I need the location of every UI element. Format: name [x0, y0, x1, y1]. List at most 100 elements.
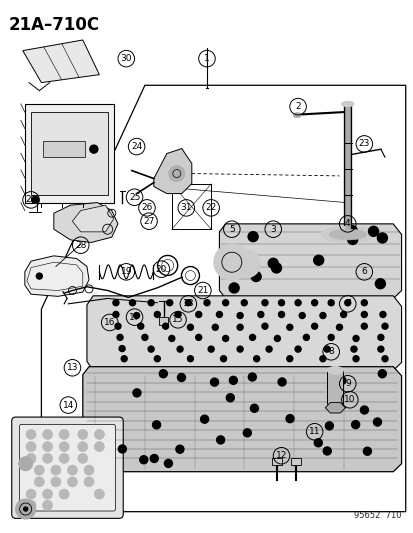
- Circle shape: [268, 259, 278, 268]
- Circle shape: [381, 356, 387, 362]
- Circle shape: [154, 356, 160, 362]
- Circle shape: [237, 312, 242, 319]
- Circle shape: [26, 454, 36, 463]
- Circle shape: [251, 271, 261, 281]
- Circle shape: [148, 346, 154, 352]
- Text: 26: 26: [141, 204, 152, 212]
- Polygon shape: [25, 256, 89, 296]
- Text: 16: 16: [104, 318, 115, 327]
- Circle shape: [43, 500, 52, 510]
- Circle shape: [84, 465, 94, 475]
- Circle shape: [138, 323, 143, 329]
- Text: 22: 22: [205, 204, 216, 212]
- Circle shape: [78, 442, 88, 451]
- Circle shape: [286, 324, 292, 330]
- Circle shape: [241, 300, 247, 306]
- Circle shape: [78, 454, 88, 463]
- Circle shape: [119, 345, 125, 352]
- Circle shape: [360, 406, 368, 414]
- Circle shape: [177, 346, 183, 352]
- FancyBboxPatch shape: [12, 417, 123, 519]
- Circle shape: [117, 334, 123, 341]
- Circle shape: [169, 335, 174, 342]
- Circle shape: [118, 445, 126, 453]
- Circle shape: [154, 311, 160, 318]
- Circle shape: [32, 196, 38, 204]
- Circle shape: [208, 346, 214, 352]
- Circle shape: [375, 279, 385, 289]
- Circle shape: [16, 499, 36, 519]
- Text: 11: 11: [308, 427, 320, 436]
- Circle shape: [185, 300, 191, 306]
- Circle shape: [162, 323, 168, 329]
- Ellipse shape: [328, 229, 366, 240]
- Circle shape: [294, 300, 300, 306]
- Circle shape: [43, 442, 52, 451]
- Text: 3: 3: [270, 225, 275, 233]
- Circle shape: [148, 300, 154, 306]
- Circle shape: [222, 335, 228, 342]
- Text: 21: 21: [197, 286, 208, 295]
- Circle shape: [352, 335, 358, 342]
- Circle shape: [164, 459, 172, 467]
- Circle shape: [133, 389, 140, 397]
- Polygon shape: [83, 367, 401, 472]
- Circle shape: [261, 300, 267, 306]
- Text: 31: 31: [180, 204, 192, 212]
- Text: 23: 23: [358, 140, 369, 148]
- Circle shape: [212, 324, 218, 330]
- Circle shape: [84, 477, 94, 487]
- Circle shape: [311, 300, 317, 306]
- Circle shape: [59, 454, 69, 463]
- Text: 19: 19: [120, 268, 132, 276]
- Circle shape: [286, 356, 292, 362]
- Circle shape: [94, 442, 104, 451]
- Circle shape: [195, 311, 201, 318]
- Circle shape: [26, 442, 36, 451]
- Circle shape: [352, 356, 358, 362]
- Circle shape: [278, 300, 284, 306]
- Text: 18: 18: [182, 300, 194, 308]
- Text: 8: 8: [328, 348, 333, 356]
- Text: 29: 29: [25, 196, 37, 204]
- Circle shape: [169, 166, 184, 182]
- Circle shape: [177, 374, 185, 382]
- Polygon shape: [219, 224, 401, 298]
- Circle shape: [142, 334, 147, 341]
- Circle shape: [271, 263, 281, 273]
- Text: 95652  710: 95652 710: [353, 511, 401, 520]
- Bar: [272, 458, 282, 465]
- Circle shape: [285, 415, 293, 423]
- Circle shape: [19, 457, 33, 471]
- Circle shape: [253, 356, 259, 362]
- Text: 4: 4: [344, 220, 350, 228]
- Circle shape: [133, 312, 139, 319]
- Ellipse shape: [292, 112, 301, 118]
- Circle shape: [195, 334, 201, 341]
- Polygon shape: [72, 205, 114, 232]
- Circle shape: [94, 430, 104, 439]
- Circle shape: [257, 311, 263, 318]
- Circle shape: [140, 456, 147, 464]
- Circle shape: [176, 445, 183, 453]
- Bar: [31, 112, 107, 195]
- Circle shape: [379, 311, 385, 318]
- Circle shape: [249, 334, 255, 341]
- Circle shape: [237, 324, 242, 330]
- Circle shape: [216, 311, 222, 318]
- Circle shape: [261, 323, 267, 329]
- Circle shape: [36, 273, 42, 279]
- Circle shape: [34, 465, 44, 475]
- Circle shape: [377, 334, 383, 341]
- Circle shape: [344, 300, 350, 306]
- Circle shape: [67, 465, 77, 475]
- Circle shape: [115, 323, 121, 329]
- Circle shape: [220, 356, 226, 362]
- Bar: [327, 370, 342, 405]
- Circle shape: [59, 430, 69, 439]
- Circle shape: [43, 454, 52, 463]
- Polygon shape: [54, 203, 118, 243]
- Circle shape: [330, 372, 338, 380]
- Circle shape: [311, 323, 317, 329]
- Circle shape: [377, 233, 387, 243]
